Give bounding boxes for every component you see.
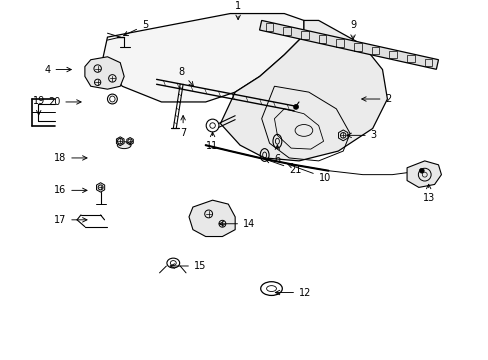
Text: 4: 4 bbox=[44, 64, 71, 75]
Text: 13: 13 bbox=[422, 184, 434, 203]
Text: 21: 21 bbox=[264, 158, 301, 175]
Text: 10: 10 bbox=[287, 163, 330, 183]
Polygon shape bbox=[259, 21, 438, 69]
Polygon shape bbox=[406, 161, 441, 188]
Text: 5: 5 bbox=[123, 20, 148, 36]
Text: 2: 2 bbox=[361, 94, 391, 104]
Polygon shape bbox=[220, 21, 386, 161]
Polygon shape bbox=[338, 130, 347, 141]
Text: 7: 7 bbox=[180, 116, 186, 138]
Text: 9: 9 bbox=[349, 20, 355, 39]
Text: 8: 8 bbox=[178, 67, 193, 86]
Text: 3: 3 bbox=[346, 130, 376, 140]
Polygon shape bbox=[116, 137, 124, 146]
Text: 12: 12 bbox=[275, 288, 311, 297]
Text: 6: 6 bbox=[274, 145, 280, 164]
Circle shape bbox=[419, 168, 424, 173]
Text: 20: 20 bbox=[48, 97, 81, 107]
Text: 1: 1 bbox=[235, 1, 241, 19]
Text: 11: 11 bbox=[206, 132, 218, 151]
Text: 17: 17 bbox=[54, 215, 87, 225]
Text: 15: 15 bbox=[170, 261, 206, 271]
Text: 18: 18 bbox=[54, 153, 87, 163]
Ellipse shape bbox=[117, 142, 131, 149]
Polygon shape bbox=[96, 183, 104, 192]
Polygon shape bbox=[85, 57, 124, 89]
Text: 19: 19 bbox=[33, 96, 45, 115]
Polygon shape bbox=[102, 14, 304, 102]
Circle shape bbox=[293, 104, 298, 109]
Text: 14: 14 bbox=[219, 219, 255, 229]
Polygon shape bbox=[189, 200, 235, 237]
Text: 16: 16 bbox=[54, 185, 87, 195]
